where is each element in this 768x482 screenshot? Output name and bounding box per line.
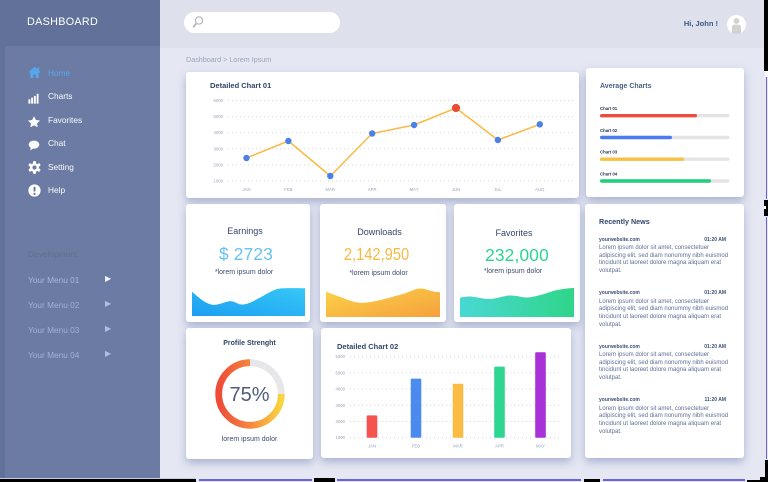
svg-text:APR: APR [495,444,504,449]
svg-text:Detailed Chart 01: Detailed Chart 01 [210,81,271,90]
svg-text:6000: 6000 [213,98,223,103]
svg-text:2000: 2000 [213,162,223,167]
svg-text:MAY: MAY [536,444,545,449]
svg-text:3000: 3000 [213,146,223,151]
svg-text:1000: 1000 [213,179,223,184]
svg-text:JAN: JAN [242,187,250,192]
svg-text:3000: 3000 [335,403,345,408]
svg-text:4000: 4000 [213,130,223,135]
svg-text:APR: APR [368,187,377,192]
svg-text:MAY: MAY [410,187,419,192]
svg-text:JUN: JUN [452,187,460,192]
svg-text:Detailed Chart 02: Detailed Chart 02 [337,342,398,351]
svg-text:JUL: JUL [494,187,502,192]
svg-text:4000: 4000 [335,387,345,392]
svg-text:1000: 1000 [335,435,345,440]
svg-text:FEB: FEB [412,444,420,449]
svg-text:Chart 02: Chart 02 [600,128,618,133]
svg-text:FEB: FEB [284,187,292,192]
svg-text:AUG: AUG [535,187,545,192]
svg-text:Average Charts: Average Charts [600,83,652,90]
svg-text:5000: 5000 [335,370,345,375]
svg-text:6000: 6000 [335,354,345,359]
svg-text:JAN: JAN [368,444,376,449]
svg-text:2000: 2000 [335,419,345,424]
svg-text:Chart 03: Chart 03 [600,150,618,155]
svg-text:Chart 04: Chart 04 [600,171,618,176]
svg-text:Chart 01: Chart 01 [600,106,618,111]
svg-text:MAR: MAR [326,187,336,192]
svg-text:5000: 5000 [213,114,223,119]
svg-text:MAR: MAR [453,444,463,449]
